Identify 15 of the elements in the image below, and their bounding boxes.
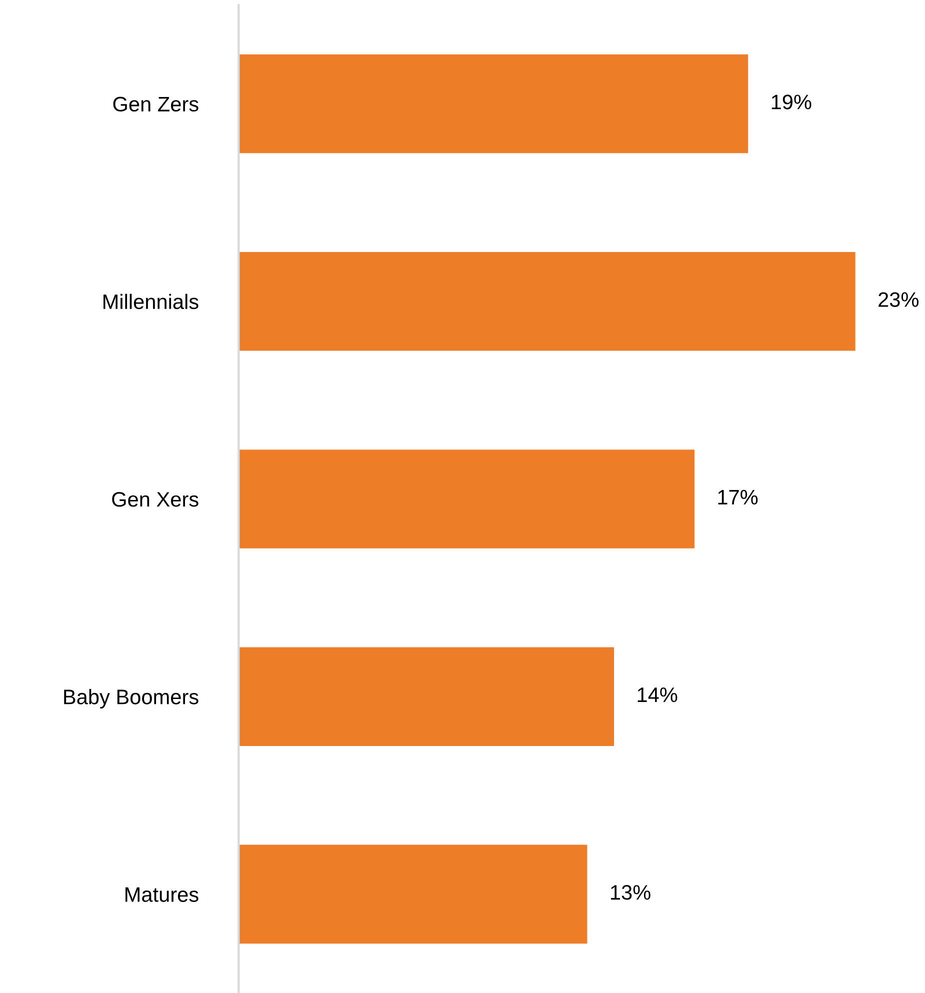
- y-tick-label: Matures: [126, 887, 198, 902]
- data-label: 14%: [638, 688, 678, 702]
- bar: [238, 450, 694, 548]
- data-label: 23%: [878, 292, 918, 307]
- data-label: 17%: [718, 490, 758, 504]
- y-tick-label: Gen Zers: [113, 96, 198, 112]
- bar: [238, 54, 748, 154]
- data-label: 19%: [772, 94, 812, 110]
- y-tick-label: Baby Boomers: [64, 689, 198, 708]
- data-label: 13%: [611, 885, 650, 900]
- y-tick-label: Gen Xers: [112, 492, 198, 507]
- bar: [238, 647, 614, 746]
- bar: [238, 252, 856, 351]
- y-tick-label: Millennials: [104, 294, 198, 310]
- bar: [238, 844, 588, 944]
